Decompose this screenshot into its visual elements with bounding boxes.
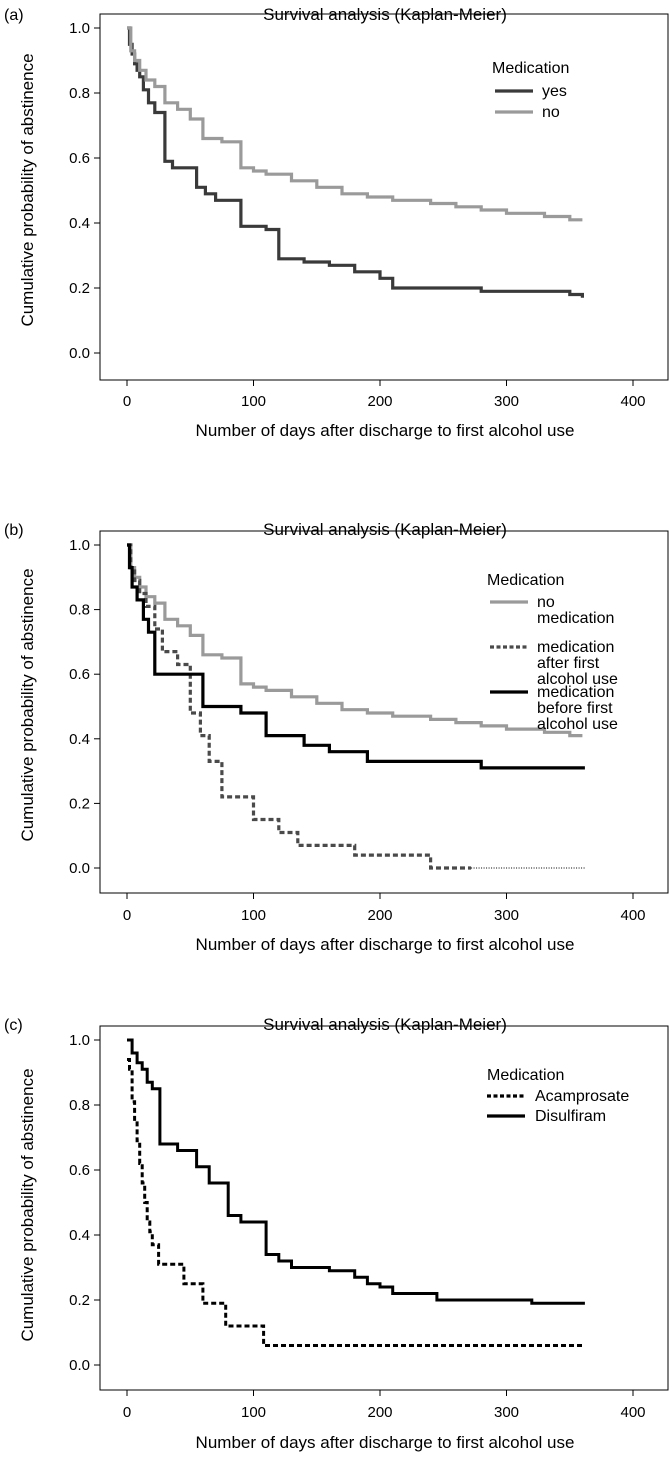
x-tick-label: 200	[367, 393, 392, 410]
y-tick-label: 0.0	[69, 1357, 90, 1374]
series-line-1	[127, 26, 584, 298]
y-tick-label: 0.2	[69, 1292, 90, 1309]
x-tick-label: 100	[241, 393, 266, 410]
x-axis-label: Number of days after discharge to first …	[196, 935, 575, 954]
chart-title: Survival analysis (Kaplan-Meier)	[263, 1015, 507, 1034]
x-axis-label: Number of days after discharge to first …	[196, 421, 575, 440]
chart-panel-3: (c) Survival analysis (Kaplan-Meier) 0.0 0.…	[4, 1015, 669, 1452]
chart-title: Survival analysis (Kaplan-Meier)	[263, 520, 507, 539]
legend-entry-1: yes	[542, 83, 567, 100]
x-tick-label: 0	[123, 907, 131, 924]
series-line-1	[127, 1058, 585, 1347]
y-tick-label: 0.2	[69, 280, 90, 297]
legend: Medication no medication medication after fi…	[487, 572, 618, 733]
legend: Medication Acamprosate Disulfiram	[487, 1067, 629, 1125]
series-line-2	[127, 26, 583, 222]
x-tick-label: 0	[123, 393, 131, 410]
legend-entry-2: medication after first alcohol use	[537, 639, 618, 688]
plot-frame	[99, 530, 669, 894]
x-tick-label: 200	[367, 907, 392, 924]
y-axis-label: Cumulative probability of abstinence	[18, 53, 37, 326]
y-tick-label: 0.6	[69, 150, 90, 167]
plot-frame	[99, 1025, 669, 1391]
x-tick-label: 200	[367, 1404, 392, 1421]
y-axis-label: Cumulative probability of abstinence	[18, 568, 37, 841]
y-tick-label: 1.0	[69, 20, 90, 37]
legend-title: Medication	[487, 1067, 564, 1084]
legend-title: Medication	[487, 572, 564, 589]
x-tick-label: 300	[494, 393, 519, 410]
x-tick-label: 300	[494, 907, 519, 924]
y-tick-label: 0.6	[69, 1162, 90, 1179]
chart-title: Survival analysis (Kaplan-Meier)	[263, 5, 507, 24]
series-line-2	[127, 543, 472, 870]
y-tick-label: 0.8	[69, 85, 90, 102]
x-tick-label: 300	[494, 1404, 519, 1421]
x-axis-label: Number of days after discharge to first …	[196, 1433, 575, 1452]
y-tick-label: 0.4	[69, 215, 90, 232]
panel-label: (a)	[4, 7, 24, 24]
x-tick-label: 400	[620, 393, 645, 410]
x-tick-label: 100	[241, 1404, 266, 1421]
legend: Medication yes no	[492, 60, 569, 121]
y-tick-label: 0.4	[69, 731, 90, 748]
chart-panel-1: (a) Survival analysis (Kaplan-Meier) 0.0 0.…	[4, 5, 669, 440]
y-tick-label: 0.0	[69, 860, 90, 877]
legend-entry-2: Disulfiram	[535, 1108, 606, 1125]
series-line-1	[127, 543, 583, 738]
x-tick-label: 0	[123, 1404, 131, 1421]
series-line-2	[127, 1038, 585, 1305]
y-tick-label: 1.0	[69, 537, 90, 554]
y-tick-label: 0.2	[69, 795, 90, 812]
x-tick-label: 100	[241, 907, 266, 924]
y-tick-label: 0.4	[69, 1227, 90, 1244]
y-tick-label: 0.8	[69, 602, 90, 619]
legend-entry-3: medication before first alcohol use	[537, 684, 618, 733]
x-tick-label: 400	[620, 1404, 645, 1421]
x-tick-label: 400	[620, 907, 645, 924]
y-tick-label: 0.0	[69, 345, 90, 362]
legend-entry-1: no medication	[537, 594, 614, 627]
plot-frame	[99, 13, 669, 381]
panel-label: (c)	[4, 1017, 23, 1034]
chart-panel-2: (b) Survival analysis (Kaplan-Meier) 0.0 0.…	[4, 520, 669, 954]
y-tick-label: 0.8	[69, 1097, 90, 1114]
series-line-3	[127, 543, 585, 770]
y-tick-label: 0.6	[69, 666, 90, 683]
legend-entry-1: Acamprosate	[535, 1088, 629, 1105]
legend-entry-2: no	[542, 104, 560, 121]
y-tick-label: 1.0	[69, 1032, 90, 1049]
y-axis-label: Cumulative probability of abstinence	[18, 1068, 37, 1341]
panel-label: (b)	[4, 522, 24, 539]
legend-title: Medication	[492, 60, 569, 77]
